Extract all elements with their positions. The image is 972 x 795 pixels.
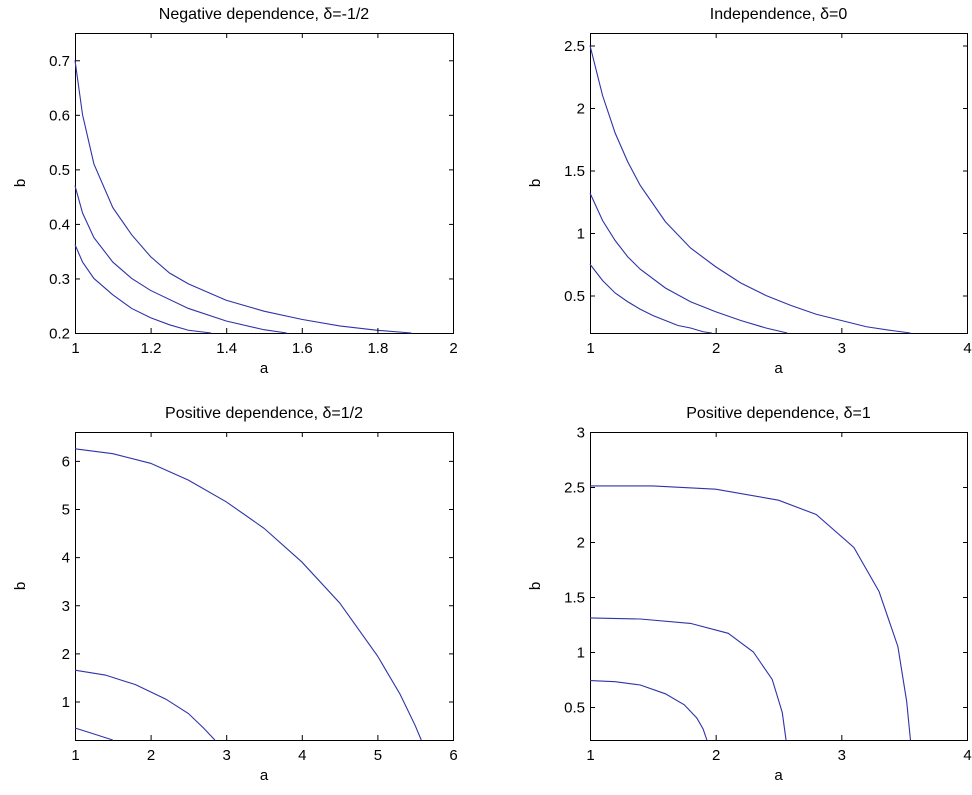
chart-title: Independence, δ=0 <box>710 6 848 23</box>
chart-title: Positive dependence, δ=1/2 <box>165 405 363 422</box>
y-tick-label: 2 <box>577 535 585 552</box>
contour-line-1 <box>74 727 113 741</box>
x-tick-label: 3 <box>223 747 231 764</box>
x-axis-label: a <box>260 360 269 377</box>
y-tick-label: 0.5 <box>564 288 585 305</box>
x-tick-label: 6 <box>449 747 457 764</box>
contour-line-2 <box>74 669 216 741</box>
x-tick-label: 1.6 <box>292 340 313 357</box>
y-tick-label: 2.5 <box>564 480 585 497</box>
plot-area <box>75 432 454 741</box>
y-tick-label: 0.4 <box>49 216 70 233</box>
plot-area <box>75 33 454 334</box>
x-axis-label: a <box>774 767 783 784</box>
y-tick-label: 1 <box>577 226 585 243</box>
y-tick-label: 1.5 <box>564 163 585 180</box>
subplot-independence: 1 2 3 4 0.5 1 1.5 2 2.5 Independence, δ=0 a b <box>527 6 972 377</box>
y-tick-label: 4 <box>62 550 70 567</box>
y-tick-label: 0.7 <box>49 53 70 70</box>
y-tick-label: 0.5 <box>564 700 585 717</box>
x-tick-label: 1 <box>586 340 594 357</box>
contour-line-1 <box>589 680 708 741</box>
y-tick-label: 2 <box>62 646 70 663</box>
contour-line-2 <box>589 617 787 741</box>
y-tick-label: 0.5 <box>49 162 70 179</box>
chart-title: Negative dependence, δ=-1/2 <box>159 6 369 23</box>
y-tick-label: 1.5 <box>564 590 585 607</box>
x-axis-label: a <box>774 360 783 377</box>
y-tick-label: 1 <box>62 694 70 711</box>
y-tick-label: 1 <box>577 645 585 662</box>
x-tick-label: 3 <box>838 340 846 357</box>
x-tick-label: 1 <box>71 340 79 357</box>
x-tick-label: 1 <box>586 747 594 764</box>
plot-area <box>590 432 968 741</box>
x-tick-label: 2 <box>147 747 155 764</box>
x-tick-label: 4 <box>298 747 306 764</box>
contour-line-3 <box>590 485 911 741</box>
contour-line-1 <box>589 263 712 334</box>
y-tick-label: 3 <box>577 425 585 442</box>
x-tick-label: 5 <box>374 747 382 764</box>
x-tick-label: 1.2 <box>141 340 162 357</box>
x-tick-label: 4 <box>963 340 971 357</box>
y-axis-label: b <box>527 582 544 590</box>
subplot-positive-dependence-one: 1 2 3 4 0.5 1 1.5 2 2.5 3 Positive dependence, δ=1… <box>527 405 972 784</box>
chart-title: Positive dependence, δ=1 <box>686 405 871 422</box>
x-tick-label: 1.4 <box>216 340 237 357</box>
x-tick-label: 1.8 <box>367 340 388 357</box>
x-tick-label: 2 <box>449 340 457 357</box>
contour-line-2 <box>589 192 788 334</box>
plot-area <box>590 33 968 334</box>
y-tick-label: 2.5 <box>564 38 585 55</box>
contour-line-1 <box>74 244 212 334</box>
contour-line-2 <box>74 185 287 334</box>
y-axis-label: b <box>12 582 29 590</box>
contour-line-3 <box>74 60 412 334</box>
y-tick-label: 0.3 <box>49 271 70 288</box>
y-tick-label: 3 <box>62 598 70 615</box>
x-axis-label: a <box>260 767 269 784</box>
x-tick-label: 1 <box>71 747 79 764</box>
x-tick-label: 3 <box>838 747 846 764</box>
x-tick-label: 2 <box>712 747 720 764</box>
y-axis-label: b <box>12 179 29 187</box>
x-tick-label: 4 <box>963 747 971 764</box>
y-tick-label: 0.6 <box>49 107 70 124</box>
y-tick-label: 2 <box>577 101 585 118</box>
y-axis-label: b <box>527 179 544 187</box>
y-tick-label: 5 <box>62 502 70 519</box>
y-tick-label: 0.2 <box>49 326 70 343</box>
subplot-negative-dependence: 1 1.2 1.4 1.6 1.8 2 0.2 0.3 0.4 0.5 0.6 0.7 Negative… <box>12 6 458 377</box>
y-tick-label: 6 <box>62 453 70 470</box>
contour-line-3 <box>589 45 911 334</box>
contour-line-3 <box>74 448 422 741</box>
x-tick-label: 2 <box>712 340 720 357</box>
subplot-positive-dependence-half: 1 2 3 4 5 6 1 2 3 4 5 6 Positive dependence, δ=1/2 a b <box>12 405 458 784</box>
